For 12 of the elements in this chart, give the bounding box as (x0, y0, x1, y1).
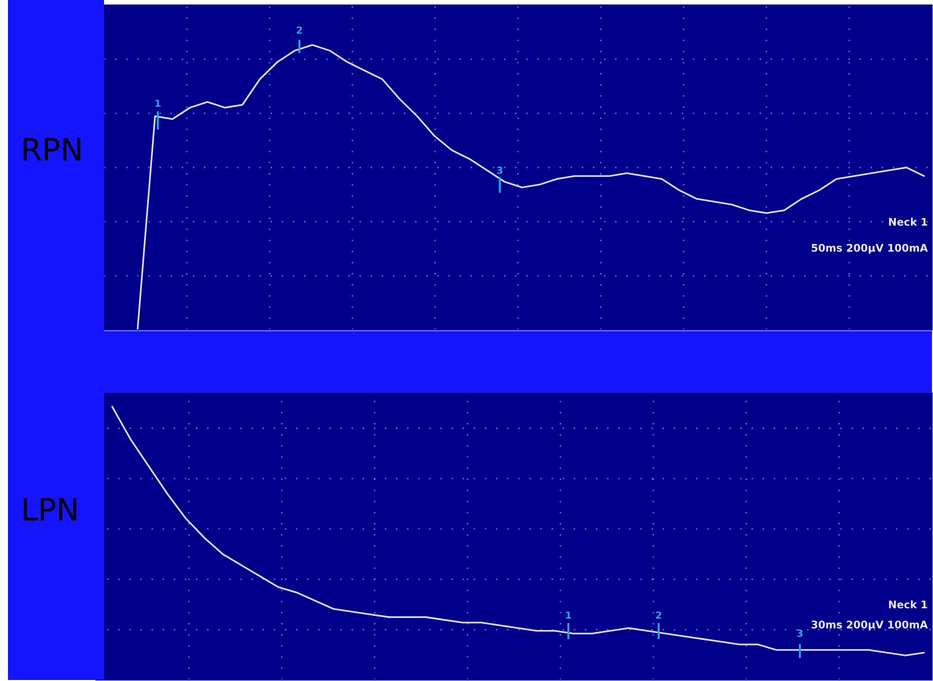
annotation: 3 (497, 166, 502, 174)
y-axis-title: LPN (24, 498, 76, 520)
annotation: 50ms 200µV 100mA (812, 244, 928, 254)
annotation: 1 (156, 100, 161, 107)
annotation: 2 (656, 611, 662, 619)
text: 2 (296, 26, 302, 34)
annotation: 30ms 200µV 100mA (812, 620, 928, 631)
annotation: Neck 1 (889, 600, 928, 608)
annotation: 3 (797, 630, 803, 637)
annotation: 1 (566, 612, 572, 619)
annotation: Neck 1 (889, 218, 928, 226)
y-axis-title: RPN (24, 138, 80, 160)
